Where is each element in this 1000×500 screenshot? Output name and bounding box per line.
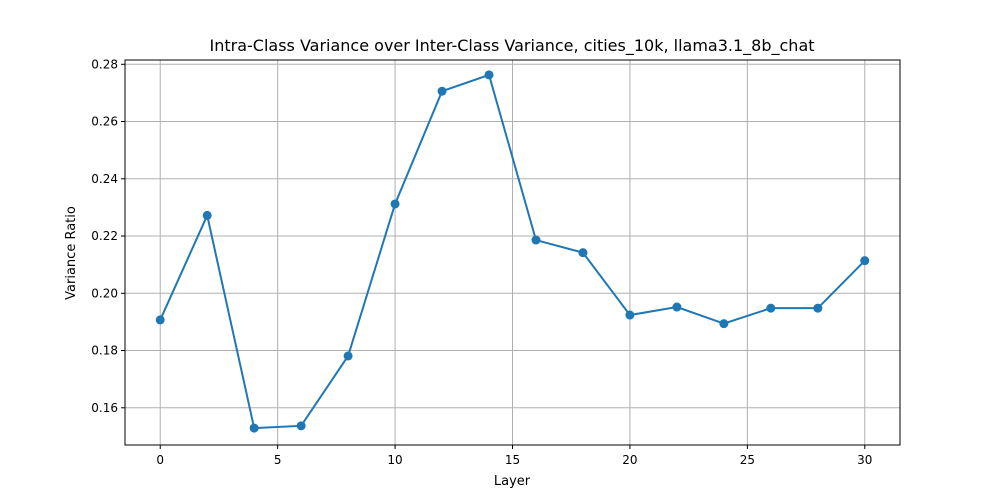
y-axis-label: Variance Ratio: [64, 206, 79, 300]
x-tick-label: 25: [740, 453, 755, 467]
series-line: [159, 73, 866, 430]
y-tick-label: 0.28: [91, 57, 118, 71]
data-point: [437, 86, 447, 96]
x-tick-label: 0: [156, 453, 164, 467]
data-point: [578, 248, 588, 258]
y-tick-label: 0.26: [91, 115, 118, 129]
data-point: [766, 303, 776, 313]
x-tick-label: 15: [505, 453, 520, 467]
data-point: [860, 256, 870, 266]
x-axis-label: Layer: [494, 474, 531, 489]
data-point: [155, 315, 165, 325]
x-tick-label: 10: [387, 453, 402, 467]
data-point: [625, 310, 635, 320]
data-point: [484, 70, 494, 80]
x-tick-label: 30: [857, 453, 872, 467]
series-layer: [155, 70, 870, 433]
data-point: [249, 423, 259, 433]
data-point: [390, 199, 400, 209]
data-point: [296, 421, 306, 431]
y-tick-label: 0.24: [91, 172, 118, 186]
data-point: [343, 351, 353, 361]
data-point: [719, 319, 729, 329]
grid-layer: [125, 60, 900, 445]
y-tick-label: 0.16: [91, 401, 118, 415]
x-tick-label: 5: [274, 453, 282, 467]
chart-title: Intra-Class Variance over Inter-Class Va…: [209, 36, 814, 56]
y-tick-label: 0.18: [91, 344, 118, 358]
data-point: [672, 302, 682, 312]
data-point: [531, 235, 541, 245]
tick-layer: 0 5 10 15 20 25 30 0.16 0.18 0.20 0.22 0.24 0.26 0.28: [91, 57, 872, 467]
y-tick-label: 0.22: [91, 229, 118, 243]
data-point: [202, 210, 212, 220]
y-tick-label: 0.20: [91, 286, 118, 300]
data-point: [813, 303, 823, 313]
x-tick-label: 20: [622, 453, 637, 467]
